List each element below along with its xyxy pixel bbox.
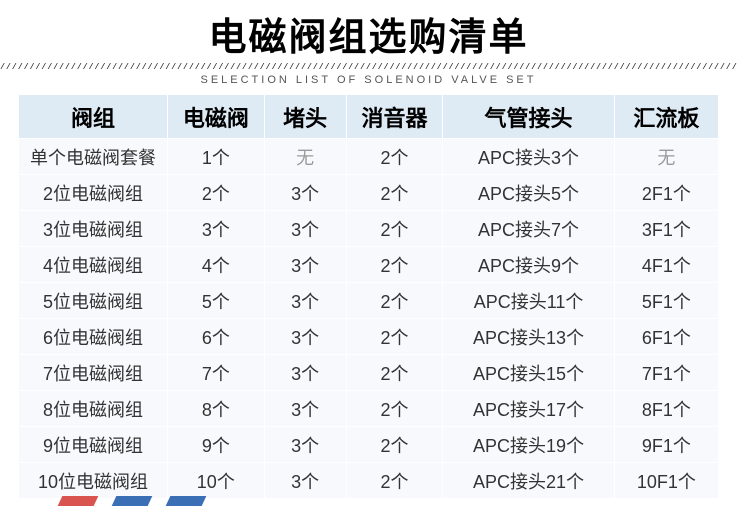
table-cell: 10个 [167, 463, 264, 499]
table-cell: APC接头15个 [443, 355, 614, 391]
table-cell: 5个 [167, 283, 264, 319]
decorative-stripes [60, 496, 204, 506]
table-cell: 4位电磁阀组 [19, 247, 168, 283]
table-cell: 2个 [346, 247, 443, 283]
table-cell: 7F1个 [614, 355, 718, 391]
col-header: 电磁阀 [167, 95, 264, 139]
table-cell: 2个 [346, 139, 443, 175]
table-cell: 2个 [346, 355, 443, 391]
stripe-icon [58, 496, 99, 506]
table-row: 3位电磁阀组3个3个2个APC接头7个3F1个 [19, 211, 719, 247]
table-cell: 8F1个 [614, 391, 718, 427]
table-cell: 4F1个 [614, 247, 718, 283]
table-cell: 2F1个 [614, 175, 718, 211]
table-cell: 2个 [346, 211, 443, 247]
table-cell: 2个 [346, 283, 443, 319]
table-cell: 3个 [264, 247, 346, 283]
table-cell: 3位电磁阀组 [19, 211, 168, 247]
table-cell: 8位电磁阀组 [19, 391, 168, 427]
table-cell: APC接头21个 [443, 463, 614, 499]
table-cell: APC接头19个 [443, 427, 614, 463]
table-cell: 3个 [264, 391, 346, 427]
table-row: 4位电磁阀组4个3个2个APC接头9个4F1个 [19, 247, 719, 283]
table-row: 10位电磁阀组10个3个2个APC接头21个10F1个 [19, 463, 719, 499]
col-header: 气管接头 [443, 95, 614, 139]
table-cell: 无 [614, 139, 718, 175]
table-cell: 3个 [264, 283, 346, 319]
divider-line: ////////////////////////////////////////… [0, 63, 737, 72]
col-header: 汇流板 [614, 95, 718, 139]
subtitle: Selection list of solenoid valve set [0, 74, 737, 86]
table-cell: 10F1个 [614, 463, 718, 499]
table-cell: 无 [264, 139, 346, 175]
table-cell: APC接头17个 [443, 391, 614, 427]
table-cell: 7位电磁阀组 [19, 355, 168, 391]
table-cell: 6位电磁阀组 [19, 319, 168, 355]
page-title: 电磁阀组选购清单 [0, 0, 737, 61]
table-cell: APC接头9个 [443, 247, 614, 283]
table-row: 8位电磁阀组8个3个2个APC接头17个8F1个 [19, 391, 719, 427]
table-header-row: 阀组 电磁阀 堵头 消音器 气管接头 汇流板 [19, 95, 719, 139]
table-cell: 6F1个 [614, 319, 718, 355]
table-cell: 9个 [167, 427, 264, 463]
table-cell: 3个 [264, 175, 346, 211]
table-cell: APC接头5个 [443, 175, 614, 211]
table-cell: 3个 [264, 427, 346, 463]
selection-table: 阀组 电磁阀 堵头 消音器 气管接头 汇流板 单个电磁阀套餐1个无2个APC接头… [18, 94, 719, 499]
table-cell: 2个 [346, 391, 443, 427]
table-cell: 4个 [167, 247, 264, 283]
table-cell: 8个 [167, 391, 264, 427]
table-cell: 2个 [346, 463, 443, 499]
table-cell: 3个 [264, 319, 346, 355]
stripe-icon [112, 496, 153, 506]
table-cell: 2位电磁阀组 [19, 175, 168, 211]
table-cell: 5F1个 [614, 283, 718, 319]
col-header: 消音器 [346, 95, 443, 139]
table-cell: 2个 [346, 175, 443, 211]
table-cell: 9位电磁阀组 [19, 427, 168, 463]
stripe-icon [166, 496, 207, 506]
table-cell: 1个 [167, 139, 264, 175]
col-header: 堵头 [264, 95, 346, 139]
table-cell: 3个 [264, 355, 346, 391]
table-cell: 单个电磁阀套餐 [19, 139, 168, 175]
table-row: 7位电磁阀组7个3个2个APC接头15个7F1个 [19, 355, 719, 391]
table-cell: 10位电磁阀组 [19, 463, 168, 499]
table-body: 单个电磁阀套餐1个无2个APC接头3个无2位电磁阀组2个3个2个APC接头5个2… [19, 139, 719, 499]
table-row: 单个电磁阀套餐1个无2个APC接头3个无 [19, 139, 719, 175]
table-row: 9位电磁阀组9个3个2个APC接头19个9F1个 [19, 427, 719, 463]
table-cell: APC接头7个 [443, 211, 614, 247]
table-cell: APC接头13个 [443, 319, 614, 355]
table-row: 6位电磁阀组6个3个2个APC接头13个6F1个 [19, 319, 719, 355]
table-cell: 3个 [264, 211, 346, 247]
table-cell: APC接头3个 [443, 139, 614, 175]
table-row: 5位电磁阀组5个3个2个APC接头11个5F1个 [19, 283, 719, 319]
table-cell: 9F1个 [614, 427, 718, 463]
col-header: 阀组 [19, 95, 168, 139]
table-cell: 2个 [346, 427, 443, 463]
table-cell: 3个 [264, 463, 346, 499]
table-container: 阀组 电磁阀 堵头 消音器 气管接头 汇流板 单个电磁阀套餐1个无2个APC接头… [0, 86, 737, 499]
table-cell: 3F1个 [614, 211, 718, 247]
table-cell: APC接头11个 [443, 283, 614, 319]
table-cell: 6个 [167, 319, 264, 355]
table-cell: 2个 [346, 319, 443, 355]
table-cell: 7个 [167, 355, 264, 391]
table-cell: 2个 [167, 175, 264, 211]
table-cell: 3个 [167, 211, 264, 247]
table-cell: 5位电磁阀组 [19, 283, 168, 319]
table-row: 2位电磁阀组2个3个2个APC接头5个2F1个 [19, 175, 719, 211]
